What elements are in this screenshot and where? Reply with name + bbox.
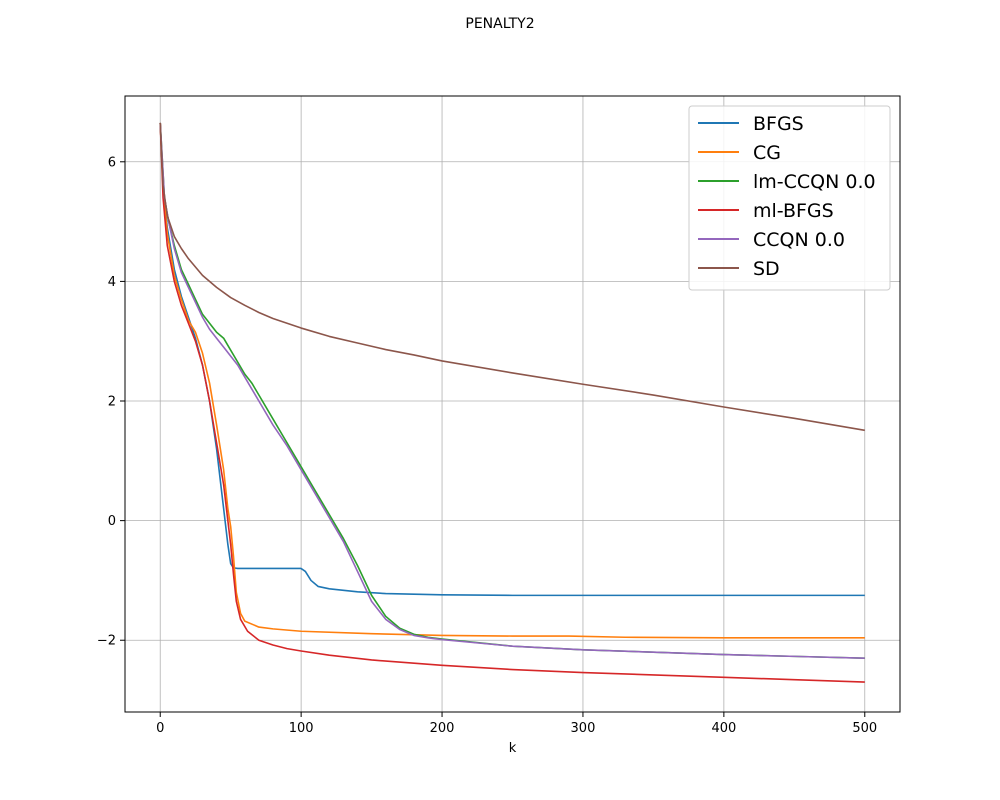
- legend-label: SD: [753, 258, 780, 280]
- y-tick-label: 2: [108, 395, 116, 410]
- series-lines: [159, 122, 865, 683]
- plot-frame: [124, 95, 901, 713]
- x-tick-label: 200: [430, 721, 455, 736]
- x-tick-label: 0: [156, 721, 164, 736]
- x-tick-label: 500: [852, 721, 877, 736]
- legend: BFGS CG lm-CCQN 0.0 ml-BFGS CCQN 0.0 SD: [688, 105, 891, 291]
- axis-ticks: 0 100 200 300 400 500 −2 0 2 4 6: [97, 155, 877, 736]
- series-line-bfgs: [159, 122, 865, 597]
- legend-box: [688, 105, 891, 291]
- series-line-ml-bfgs: [159, 122, 865, 683]
- legend-label: CCQN 0.0: [753, 229, 845, 251]
- series-line-cg: [159, 122, 865, 639]
- legend-label: lm-CCQN 0.0: [753, 171, 876, 193]
- series-line-ccqn-0-0: [159, 122, 865, 659]
- y-tick-label: 0: [108, 514, 116, 529]
- legend-label: CG: [753, 142, 781, 164]
- x-tick-label: 300: [571, 721, 596, 736]
- y-tick-label: 6: [108, 155, 116, 170]
- x-tick-label: 400: [711, 721, 736, 736]
- series-line-sd: [159, 122, 865, 432]
- y-tick-label: −2: [97, 634, 116, 649]
- x-tick-label: 100: [289, 721, 314, 736]
- chart-title: PENALTY2: [465, 16, 534, 32]
- legend-label: BFGS: [753, 113, 804, 135]
- y-tick-label: 4: [108, 275, 116, 290]
- legend-label: ml-BFGS: [753, 200, 834, 222]
- x-axis-label: k: [509, 741, 517, 756]
